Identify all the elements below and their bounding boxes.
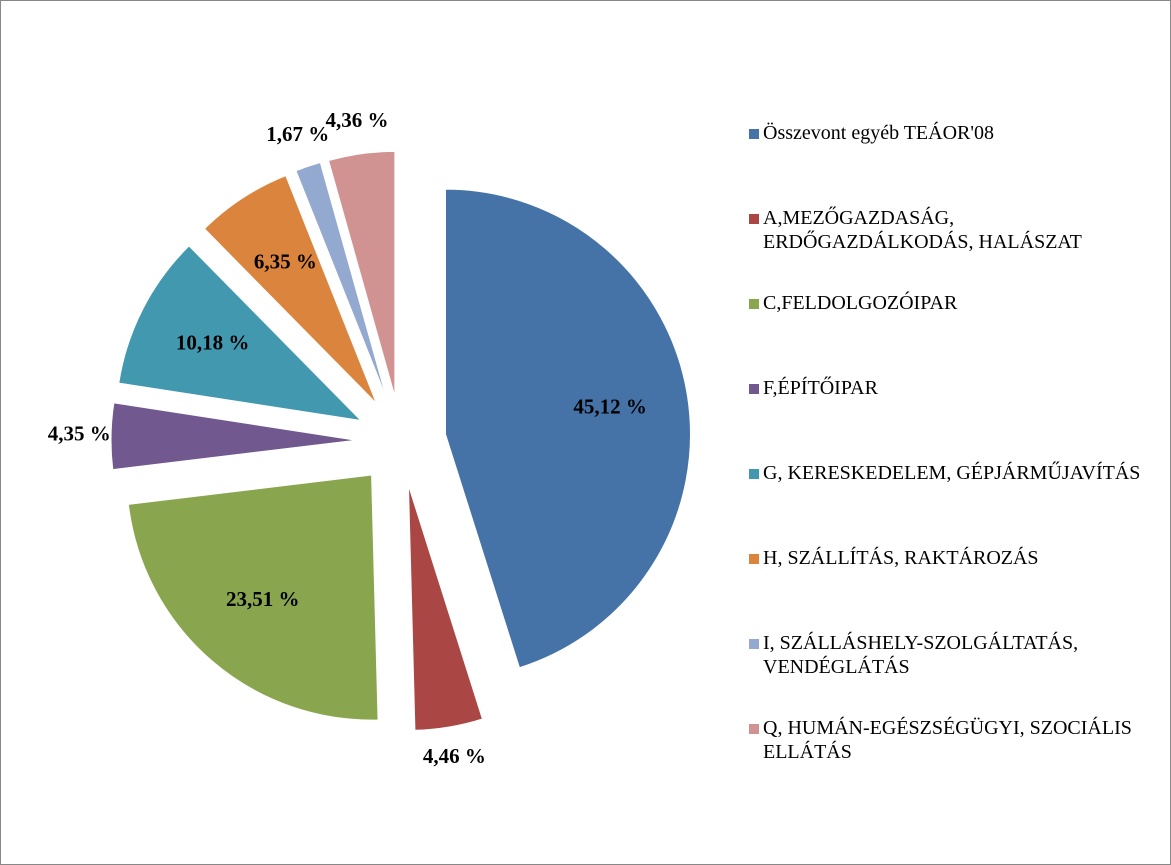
legend-marker [749, 299, 759, 309]
legend-label: G, KERESKEDELEM, GÉPJÁRMŰJAVÍTÁS [763, 462, 1141, 484]
legend-marker [749, 639, 759, 649]
legend-marker [749, 384, 759, 394]
pie-area: 45,12 % 4,46 % 23,51 % 4,35 % 10,18 % 6,35 % 1… [48, 108, 691, 768]
data-label: 6,35 % [254, 250, 317, 274]
legend-label: I, SZÁLLÁSHELY-SZOLGÁLTATÁS, VENDÉGLÁTÁS [763, 632, 1079, 678]
legend-item: G, KERESKEDELEM, GÉPJÁRMŰJAVÍTÁS [749, 461, 1163, 485]
pie-slice [444, 188, 691, 669]
legend-item: H, SZÁLLÍTÁS, RAKTÁROZÁS [749, 546, 1163, 570]
legend-label: F,ÉPÍTŐIPAR [763, 377, 878, 399]
data-label: 4,46 % [423, 744, 486, 768]
data-label: 4,35 % [48, 421, 111, 445]
data-label: 45,12 % [573, 394, 647, 418]
legend-marker [749, 129, 759, 139]
pie-slice [407, 485, 484, 731]
legend-label: Összevont egyéb TEÁOR'08 [763, 122, 994, 144]
legend-item: C,FELDOLGOZÓIPAR [749, 291, 1163, 315]
legend-item: Összevont egyéb TEÁOR'08 [749, 121, 1163, 145]
legend-label: H, SZÁLLÍTÁS, RAKTÁROZÁS [763, 547, 1039, 569]
legend-label: Q, HUMÁN-EGÉSZSÉGÜGYI, SZOCIÁLIS ELLÁTÁS [763, 717, 1132, 763]
pie-slice [327, 150, 396, 397]
pie-slice [118, 245, 363, 422]
legend-marker [749, 469, 759, 479]
legend-marker [749, 214, 759, 224]
legend-label: C,FELDOLGOZÓIPAR [763, 292, 958, 314]
legend-marker [749, 554, 759, 564]
legend-item: Q, HUMÁN-EGÉSZSÉGÜGYI, SZOCIÁLIS ELLÁTÁS [749, 716, 1163, 764]
legend-marker [749, 724, 759, 734]
pie-slice [295, 161, 388, 399]
legend-item: A,MEZŐGAZDASÁG, ERDŐGAZDÁLKODÁS, HALÁSZA… [749, 206, 1163, 254]
data-label: 23,51 % [226, 587, 300, 611]
pie-slice [203, 175, 377, 404]
data-label: 1,67 % [266, 122, 329, 146]
legend-item: F,ÉPÍTŐIPAR [749, 376, 1163, 400]
pie-slice [110, 402, 357, 471]
legend-item: I, SZÁLLÁSHELY-SZOLGÁLTATÁS, VENDÉGLÁTÁS [749, 631, 1163, 679]
legend-label: A,MEZŐGAZDASÁG, ERDŐGAZDÁLKODÁS, HALÁSZA… [763, 207, 1082, 253]
pie-slice [127, 474, 379, 721]
data-label: 4,36 % [326, 108, 389, 132]
data-label: 10,18 % [176, 330, 250, 354]
